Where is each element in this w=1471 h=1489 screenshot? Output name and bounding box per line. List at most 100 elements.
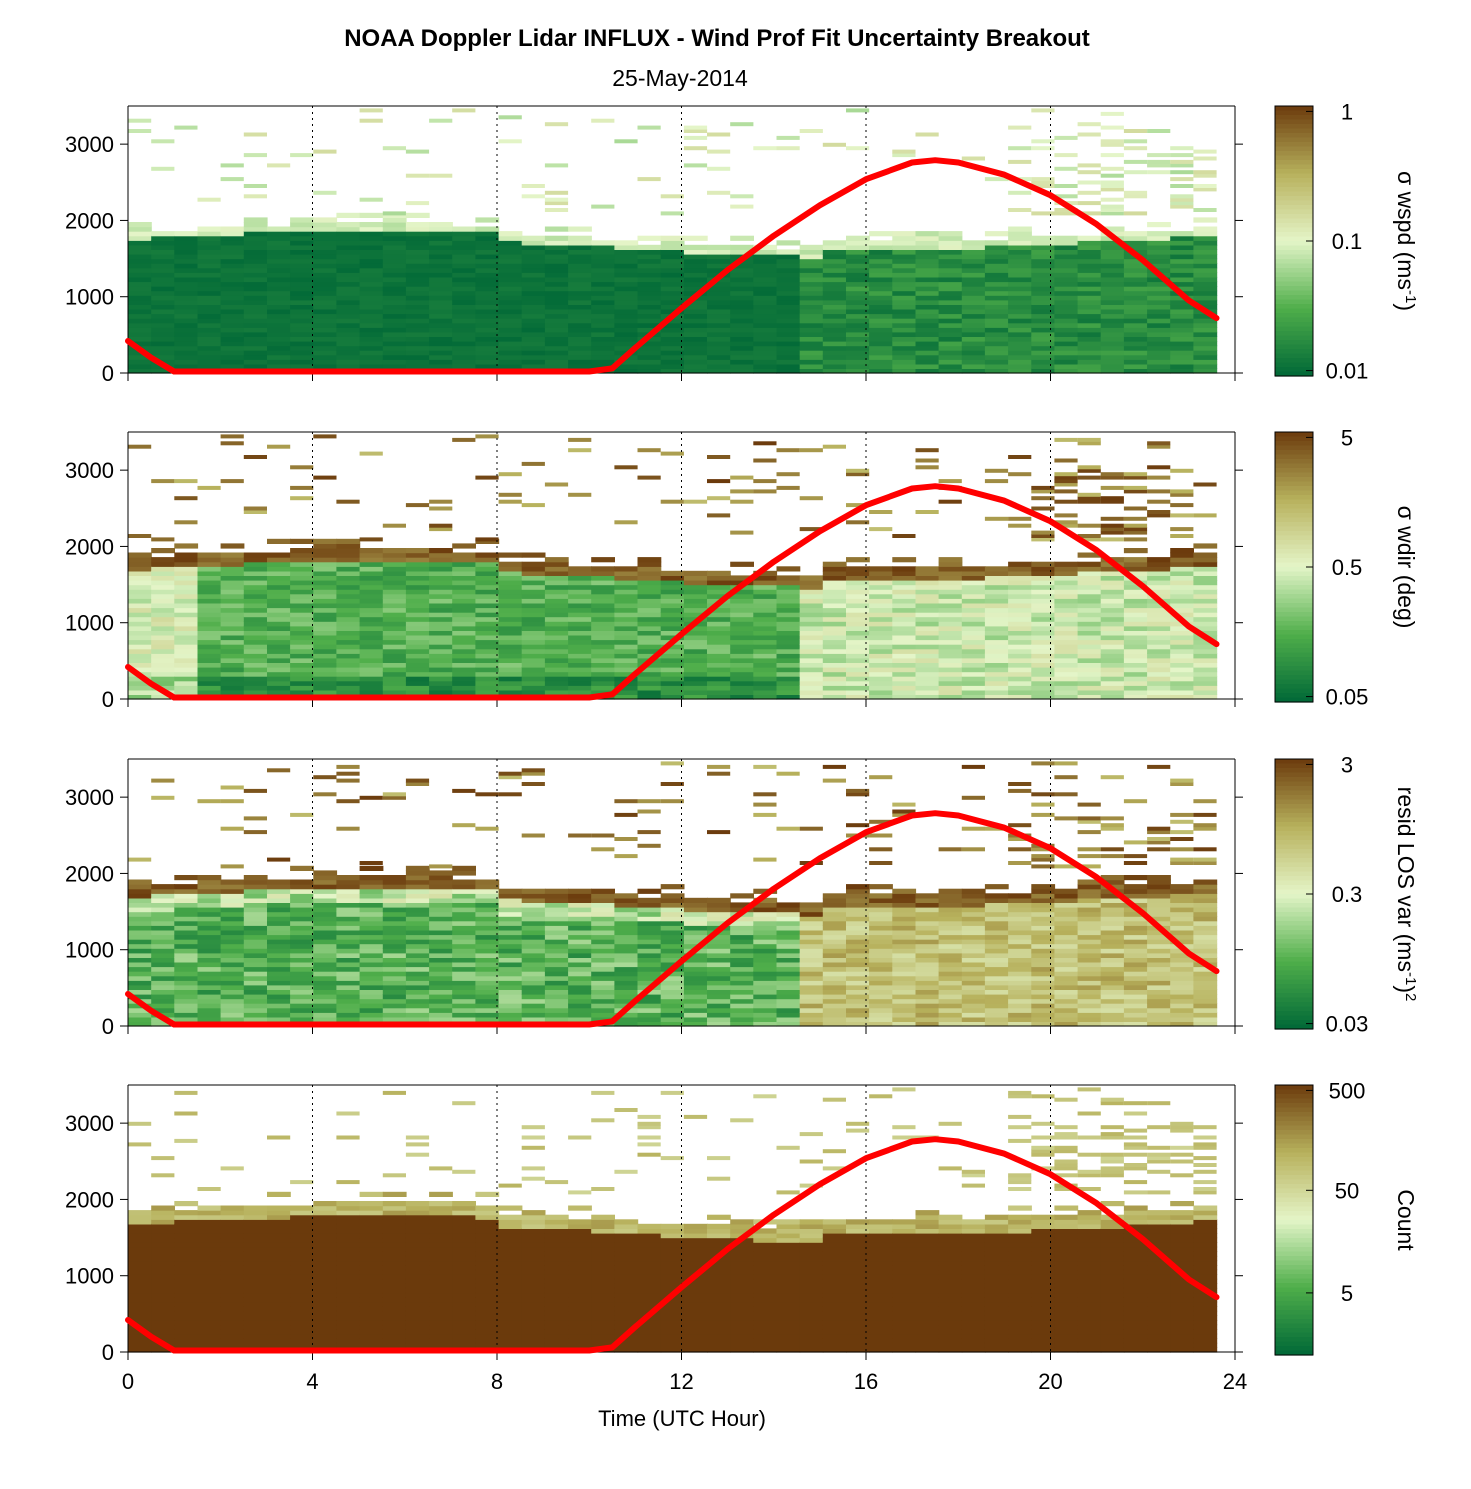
heatmap-cell	[336, 212, 361, 218]
heatmap-cell	[938, 685, 963, 691]
heatmap-cell	[660, 897, 685, 903]
heatmap-cell	[1170, 812, 1194, 817]
heatmap-cell	[683, 676, 708, 682]
heatmap-cell	[1123, 244, 1148, 250]
heatmap-cell	[984, 322, 1009, 328]
heatmap-cell	[452, 612, 476, 618]
heatmap-cell	[151, 952, 175, 958]
heatmap-cell	[313, 653, 338, 659]
heatmap-cell	[683, 272, 708, 278]
heatmap-cell	[869, 308, 893, 315]
heatmap-cell	[359, 607, 384, 613]
heatmap-cell	[1170, 920, 1194, 926]
colorbar-segment	[1275, 151, 1313, 157]
heatmap-cell	[730, 249, 754, 255]
heatmap-cell	[151, 295, 175, 301]
heatmap-cell	[892, 341, 917, 347]
heatmap-cell	[498, 231, 523, 237]
heatmap-cell	[521, 907, 546, 913]
heatmap-cell	[799, 621, 824, 627]
heatmap-cell	[1193, 304, 1218, 310]
heatmap-cell	[452, 281, 476, 287]
heatmap-cell	[637, 589, 662, 595]
heatmap-cell	[336, 561, 361, 567]
heatmap-cell	[1008, 607, 1032, 613]
heatmap-cell	[429, 589, 453, 595]
heatmap-cell	[1123, 359, 1148, 365]
heatmap-cell	[822, 345, 847, 351]
heatmap-cell	[1077, 263, 1102, 269]
heatmap-cell	[1147, 159, 1171, 164]
heatmap-cell	[822, 621, 847, 627]
heatmap-cell	[359, 212, 384, 218]
heatmap-cell	[730, 1007, 754, 1013]
heatmap-cell	[799, 368, 824, 374]
heatmap-cell	[822, 566, 847, 572]
heatmap-cell	[822, 920, 847, 926]
heatmap-cell	[382, 263, 407, 269]
heatmap-cell	[637, 998, 662, 1004]
heatmap-cell	[1147, 934, 1171, 940]
heatmap-cell	[637, 272, 662, 278]
heatmap-cell	[1008, 602, 1032, 609]
heatmap-cell	[1077, 465, 1101, 470]
heatmap-cell	[475, 685, 500, 691]
heatmap-cell	[475, 980, 500, 986]
heatmap-cell	[174, 125, 198, 130]
heatmap-cell	[753, 998, 778, 1004]
heatmap-cell	[1147, 911, 1171, 917]
heatmap-cell	[1054, 648, 1079, 654]
heatmap-cell	[336, 322, 361, 328]
heatmap-cell	[938, 907, 963, 913]
heatmap-cell	[984, 975, 1009, 981]
heatmap-cell	[452, 308, 476, 315]
heatmap-cell	[220, 1007, 245, 1013]
heatmap-cell	[151, 350, 175, 356]
heatmap-cell	[730, 281, 754, 287]
heatmap-cell	[637, 648, 662, 654]
heatmap-cell	[776, 907, 801, 913]
heatmap-cell	[1123, 272, 1148, 278]
heatmap-cell	[1100, 566, 1125, 572]
heatmap-cell	[799, 350, 824, 356]
heatmap-cell	[846, 1021, 870, 1027]
heatmap-cell	[174, 561, 199, 567]
heatmap-cell	[174, 543, 199, 549]
heatmap-cell	[846, 235, 870, 241]
heatmap-cell	[707, 258, 731, 264]
heatmap-cell	[707, 313, 731, 319]
heatmap-cell	[544, 267, 569, 273]
heatmap-cell	[313, 341, 338, 347]
heatmap-cell	[730, 621, 754, 627]
heatmap-cell	[961, 593, 986, 599]
heatmap-cell	[429, 984, 453, 990]
heatmap-cell	[984, 566, 1009, 572]
heatmap-cell	[359, 1007, 384, 1013]
heatmap-cell	[475, 244, 500, 250]
heatmap-cell	[822, 589, 847, 595]
heatmap-cell	[1170, 685, 1194, 691]
heatmap-cell	[1123, 689, 1148, 695]
heatmap-cell	[730, 122, 754, 127]
heatmap-cell	[498, 322, 523, 328]
heatmap-cell	[521, 258, 546, 264]
heatmap-cell	[1170, 580, 1194, 586]
heatmap-cell	[197, 290, 222, 296]
heatmap-cell	[614, 980, 639, 986]
colorbar-segment	[1275, 124, 1313, 130]
heatmap-cell	[1054, 676, 1079, 682]
heatmap-cell	[313, 644, 338, 650]
heatmap-cell	[568, 566, 592, 572]
heatmap-cell	[753, 897, 778, 903]
heatmap-cell	[961, 1012, 986, 1018]
colorbar-tick-label: 1	[1341, 99, 1353, 124]
heatmap-cell	[1193, 1012, 1218, 1018]
heatmap-cell	[405, 653, 430, 659]
heatmap-cell	[336, 543, 361, 549]
heatmap-cell	[938, 994, 963, 1000]
heatmap-cell	[220, 689, 245, 695]
heatmap-cell	[452, 980, 476, 986]
colorbar-segment	[1275, 459, 1313, 465]
heatmap-cell	[290, 566, 314, 572]
heatmap-cell	[1008, 267, 1032, 273]
